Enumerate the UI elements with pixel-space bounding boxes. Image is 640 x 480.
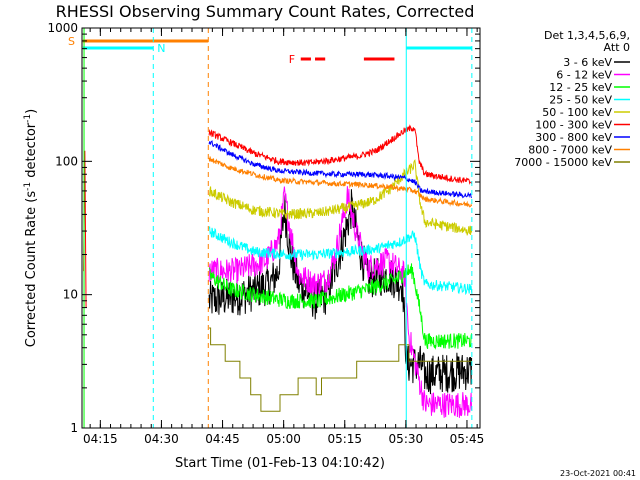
x-tick-label-6: 05:45 xyxy=(450,432,485,446)
y-axis-label-sup1: -1 xyxy=(23,182,33,191)
legend-header-line1: Det 1,3,4,5,6,9, xyxy=(544,29,630,42)
legend-label-2: 12 - 25 keV xyxy=(549,81,612,94)
x-tick-label-5: 05:30 xyxy=(389,432,424,446)
annotation-layer: S N F xyxy=(68,28,473,428)
chart-title: RHESSI Observing Summary Count Rates, Co… xyxy=(56,2,475,21)
series-line-2 xyxy=(208,263,473,350)
y-tick-label-1: 10 xyxy=(63,288,78,302)
x-tick-label-3: 05:00 xyxy=(266,432,301,446)
series-line-1 xyxy=(208,186,473,418)
y-axis-label-sup2: -1 xyxy=(23,114,33,123)
series-line-8 xyxy=(209,327,472,412)
series-line-6 xyxy=(208,140,473,199)
legend-label-4: 50 - 100 keV xyxy=(542,106,612,119)
x-axis-label: Start Time (01-Feb-13 04:10:42) xyxy=(175,456,385,471)
legend-label-0: 3 - 6 keV xyxy=(563,56,612,69)
y-axis-label: Corrected Count Rate (s-1 detector-1) xyxy=(23,109,39,347)
x-tick-label-0: 04:15 xyxy=(83,432,118,446)
x-tick-label-1: 04:30 xyxy=(144,432,179,446)
series-line-5 xyxy=(208,124,473,185)
night-label: N xyxy=(157,42,165,55)
legend-header-line2: Att 0 xyxy=(604,41,630,54)
date-stamp: 23-Oct-2021 00:41 xyxy=(560,469,636,478)
y-axis-label-part3: ) xyxy=(24,109,39,114)
legend-label-5: 100 - 300 keV xyxy=(535,119,612,132)
legend-label-1: 6 - 12 keV xyxy=(556,69,612,82)
axis-layer: 04:15 04:30 04:45 05:00 05:15 05:30 05:45 1 10 10… xyxy=(47,21,484,446)
legend-label-7: 800 - 7000 keV xyxy=(528,144,612,157)
y-tick-label-0: 1 xyxy=(70,421,78,435)
series-layer xyxy=(83,124,473,418)
y-tick-label-3: 1000 xyxy=(47,21,78,35)
y-axis-label-part1: Corrected Count Rate (s xyxy=(24,191,39,348)
flare-label: F xyxy=(289,53,295,66)
legend-label-3: 25 - 50 keV xyxy=(549,94,612,107)
saa-label: S xyxy=(68,35,75,48)
plot-frame xyxy=(81,27,481,429)
x-tick-label-4: 05:15 xyxy=(327,432,362,446)
x-tick-label-2: 04:45 xyxy=(205,432,240,446)
series-line-7 xyxy=(208,156,473,208)
legend-label-8: 7000 - 15000 keV xyxy=(514,156,612,169)
y-tick-label-2: 100 xyxy=(55,154,78,168)
series-line-3 xyxy=(208,226,473,296)
legend-label-6: 300 - 800 keV xyxy=(535,131,612,144)
series-line-4 xyxy=(208,159,473,236)
y-axis-label-part2: detector xyxy=(24,122,39,182)
